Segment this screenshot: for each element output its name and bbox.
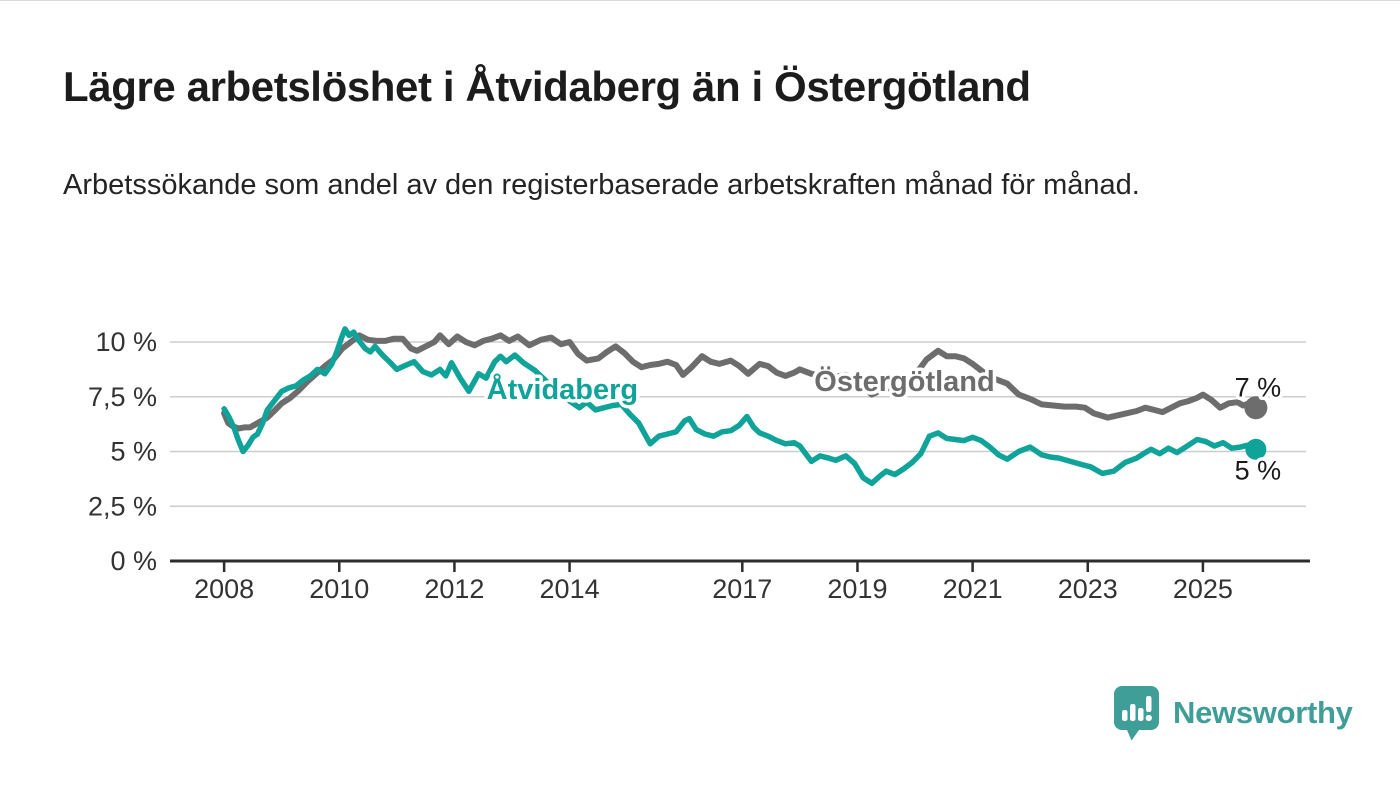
x-axis-label: 2014 xyxy=(540,574,600,604)
chart-title: Lägre arbetslöshet i Åtvidaberg än i Öst… xyxy=(63,63,1031,110)
end-dot-åtvidaberg xyxy=(1245,438,1267,460)
newsworthy-logo: Newsworthy xyxy=(1113,685,1353,741)
newsworthy-wordmark: Newsworthy xyxy=(1173,695,1353,730)
x-axis-label: 2023 xyxy=(1058,574,1118,604)
end-value-label-östergötland: 7 % xyxy=(1235,373,1282,403)
bar-chart-pin-icon xyxy=(1114,686,1159,741)
series-label-åtvidaberg: Åtvidaberg xyxy=(487,373,638,406)
y-axis-label: 2,5 % xyxy=(88,491,157,521)
x-axis-label: 2021 xyxy=(943,574,1003,604)
series-line-östergötland xyxy=(221,332,1259,432)
y-axis-label: 7,5 % xyxy=(88,382,157,412)
series-line-åtvidaberg xyxy=(221,326,1259,487)
end-value-label-åtvidaberg: 5 % xyxy=(1235,455,1282,485)
end-dot-östergötland xyxy=(1244,396,1268,420)
chart-subtitle: Arbetssökande som andel av den registerb… xyxy=(63,169,1140,201)
y-axis-label: 10 % xyxy=(95,327,157,357)
y-axis-label: 0 % xyxy=(110,546,157,576)
x-axis-label: 2008 xyxy=(194,574,254,604)
x-axis-label: 2017 xyxy=(712,574,772,604)
y-axis-label: 5 % xyxy=(110,437,157,467)
series-label-östergötland: Östergötland xyxy=(814,365,994,398)
x-axis-label: 2019 xyxy=(827,574,887,604)
x-axis-label: 2025 xyxy=(1173,574,1233,604)
x-axis-label: 2010 xyxy=(309,574,369,604)
x-axis-label: 2012 xyxy=(424,574,484,604)
